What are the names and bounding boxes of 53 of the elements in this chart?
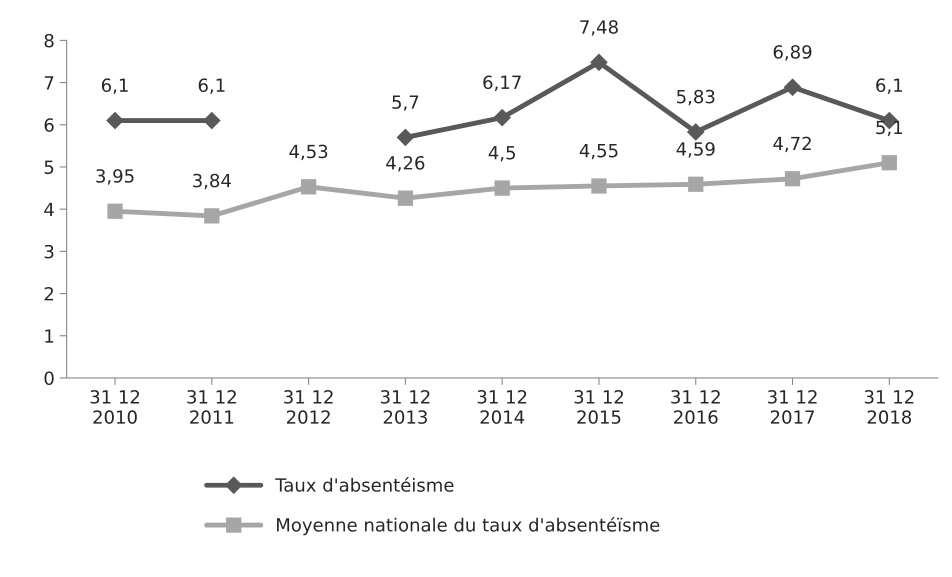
data-label: 4,55	[580, 144, 618, 160]
legend-label: Taux d'absentéisme	[275, 477, 454, 492]
x-tick-label: 31 12 2014	[478, 390, 526, 424]
data-label: 6,1	[102, 78, 128, 94]
x-tick-label: 31 12 2015	[574, 390, 624, 424]
point	[398, 190, 414, 206]
point	[784, 171, 800, 186]
y-tick-label: 8	[44, 34, 54, 48]
point	[300, 179, 316, 194]
point	[688, 176, 704, 192]
data-label: 3,95	[96, 169, 134, 185]
x-tick-label: 31 12 2012	[284, 390, 333, 424]
data-label: 4,72	[773, 136, 811, 152]
data-label: 6,89	[774, 45, 812, 61]
data-label: 3,84	[193, 174, 231, 190]
point	[106, 112, 124, 130]
point	[494, 109, 511, 126]
data-label: 7,48	[580, 20, 618, 36]
point	[107, 204, 123, 219]
point	[591, 178, 607, 194]
data-label: 6,17	[483, 75, 521, 91]
x-tick-label: 31 12 2011	[187, 390, 236, 424]
point	[882, 155, 897, 170]
point	[784, 78, 802, 96]
y-tick-label: 3	[44, 244, 54, 258]
y-tick-label: 5	[44, 160, 54, 174]
data-label: 6,1	[876, 78, 902, 94]
x-tick-label: 31 12 2017	[768, 390, 817, 424]
data-label: 4,5	[488, 146, 515, 162]
point	[687, 123, 704, 140]
y-tick-label: 2	[44, 287, 54, 300]
x-tick-label: 31 12 2018	[864, 390, 914, 424]
x-tick-label: 31 12 2016	[671, 390, 720, 424]
data-label: 5,1	[876, 120, 902, 136]
point	[396, 128, 414, 146]
x-tick-label: 31 12 2010	[90, 390, 140, 424]
point	[204, 208, 220, 224]
data-label: 4,26	[386, 156, 424, 172]
point	[203, 112, 220, 130]
y-tick-label: 1	[45, 329, 54, 343]
data-label: 6,1	[198, 78, 225, 94]
point	[590, 54, 608, 71]
data-label: 5,83	[677, 90, 714, 106]
data-label: 5,7	[392, 96, 418, 111]
data-label: 4,53	[289, 144, 328, 160]
y-tick-label: 7	[44, 76, 54, 90]
y-tick-label: 0	[44, 371, 54, 386]
y-tick-label: 4	[44, 202, 54, 216]
point	[494, 180, 510, 196]
data-label: 4,59	[676, 142, 715, 158]
legend-label: Moyenne nationale du taux d'absentéïsme	[277, 516, 660, 536]
x-tick-label: 31 12 2013	[380, 390, 430, 424]
y-tick-label: 6	[44, 118, 54, 132]
